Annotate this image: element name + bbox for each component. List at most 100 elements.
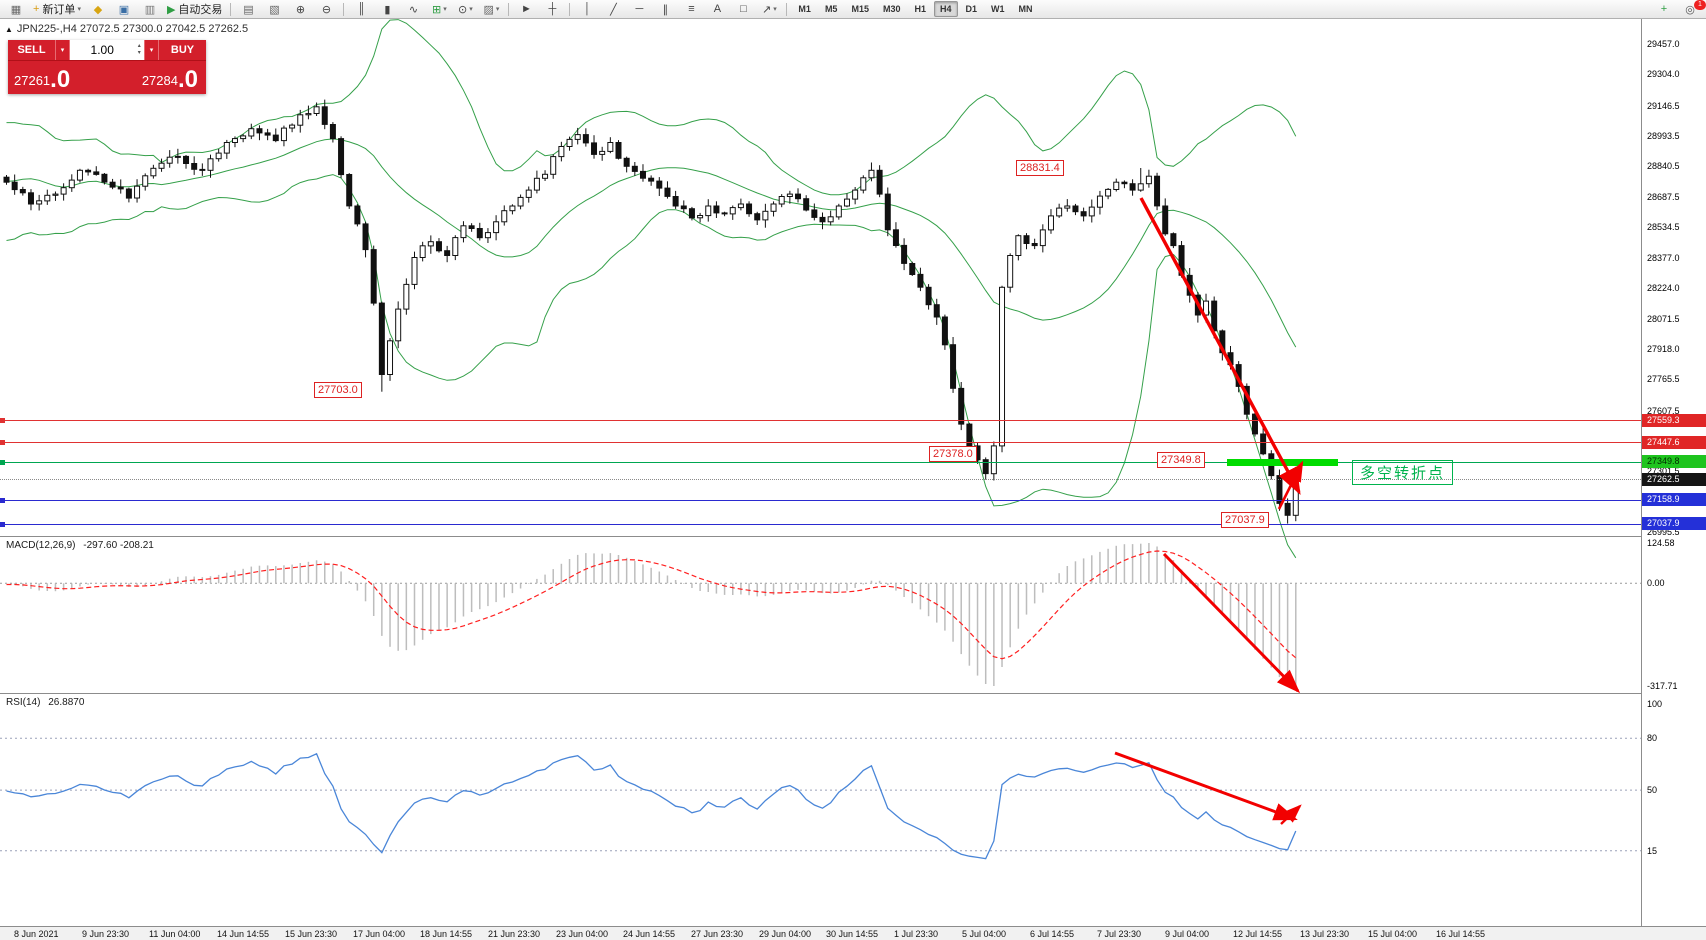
text-label-icon: □ bbox=[740, 3, 747, 15]
time-tick: 1 Jul 23:30 bbox=[894, 929, 939, 939]
crosshair-icon: ┼ bbox=[548, 3, 557, 15]
cursor-icon[interactable]: ► bbox=[514, 0, 538, 19]
timeframe-h4[interactable]: H4 bbox=[934, 1, 958, 17]
vertical-line-icon[interactable]: │ bbox=[575, 0, 599, 19]
new-order-button[interactable]: + 新订单 ▾ bbox=[33, 3, 81, 16]
text-icon[interactable]: A bbox=[705, 0, 729, 19]
time-tick: 13 Jul 23:30 bbox=[1300, 929, 1350, 939]
autotrading-button[interactable]: ▶ 自动交易 bbox=[166, 3, 223, 17]
chart-line-icon[interactable]: ∿ bbox=[401, 0, 425, 19]
accounts-icon[interactable]: ▣ bbox=[112, 0, 136, 19]
chevron-down-icon: ▾ bbox=[469, 6, 473, 13]
price-badge-27262.5: 27262.5 bbox=[1642, 472, 1706, 486]
timeframe-m15[interactable]: M15 bbox=[851, 4, 869, 14]
toolbar-buttons: ▦ + 新订单 ▾ ◆ ▣ ▥ ▶ 自动交易 ▤ ▧ ⊕ ⊖ ║ ▮ ∿ ⊞ ▾ ⊙ ▾ ▨ ▾ ► ┼ │ ╱ ─ ∥ ≡ A □ ↗ ▾ bbox=[3, 0, 791, 19]
price-tick: 29304.0 bbox=[1647, 69, 1680, 80]
indicators-icon[interactable]: ⊞ ▾ bbox=[427, 0, 451, 19]
text-label-icon[interactable]: □ bbox=[731, 0, 755, 19]
horizontal-line-icon[interactable]: ─ bbox=[627, 0, 651, 19]
price-tick: 27918.0 bbox=[1647, 344, 1680, 355]
search-icon[interactable]: ◎ 1 bbox=[1678, 0, 1706, 19]
chevron-down-icon: ▾ bbox=[443, 6, 447, 13]
zoom-out-icon: ⊖ bbox=[321, 3, 332, 16]
time-tick: 5 Jul 04:00 bbox=[962, 929, 1007, 939]
channel-icon[interactable]: ∥ bbox=[653, 0, 677, 19]
timeframe-w1[interactable]: W1 bbox=[991, 4, 1005, 14]
templates-icon[interactable]: ▨ ▾ bbox=[479, 0, 503, 19]
volume-field: ▴ ▾ bbox=[70, 40, 144, 60]
timeframe-d1[interactable]: D1 bbox=[965, 4, 978, 14]
annotation-note[interactable]: 多空转折点 bbox=[1352, 460, 1454, 485]
time-tick: 21 Jun 23:30 bbox=[488, 929, 541, 939]
horizontal-line-icon: ─ bbox=[635, 3, 644, 15]
toolbar-separator bbox=[508, 2, 510, 16]
toolbar-right-buttons: + ◎ 1 bbox=[1651, 0, 1706, 19]
zoom-out-icon[interactable]: ⊖ bbox=[314, 0, 338, 19]
arrows-icon[interactable]: ↗ ▾ bbox=[757, 0, 781, 19]
sell-price[interactable]: 27261.0 bbox=[8, 61, 105, 94]
price-tick: 27765.5 bbox=[1647, 374, 1680, 385]
time-tick: 24 Jun 14:55 bbox=[623, 929, 676, 939]
chart-bars-icon: ║ bbox=[357, 3, 366, 15]
arrows-icon: ↗ bbox=[762, 3, 772, 16]
reports-icon[interactable]: ▥ bbox=[138, 0, 162, 19]
panel-separator-macd[interactable] bbox=[0, 536, 1641, 537]
price-tick: 28071.5 bbox=[1647, 313, 1680, 324]
timeframe-m30[interactable]: M30 bbox=[882, 4, 901, 14]
chart-caption: ▲ JPN225-,H4 27072.5 27300.0 27042.5 2726… bbox=[5, 23, 248, 35]
quotes-icon: ◆ bbox=[93, 3, 103, 16]
buy-price[interactable]: 27284.0 bbox=[105, 61, 206, 94]
price-tick: 29457.0 bbox=[1647, 39, 1680, 49]
toolbar-separator bbox=[786, 2, 788, 16]
time-tick: 18 Jun 14:55 bbox=[420, 929, 473, 939]
price-tick: 29146.5 bbox=[1647, 100, 1680, 111]
timeframe-mn[interactable]: MN bbox=[1018, 4, 1033, 14]
zoom-in-icon: ⊕ bbox=[295, 3, 306, 16]
notification-badge: 1 bbox=[1694, 0, 1706, 10]
buy-button[interactable]: BUY bbox=[159, 40, 206, 60]
volume-down-icon[interactable]: ▾ bbox=[137, 50, 141, 56]
chevron-down-icon: ▾ bbox=[495, 6, 500, 13]
sell-button[interactable]: SELL bbox=[8, 40, 55, 60]
collapse-icon[interactable]: ▲ bbox=[5, 25, 13, 34]
price-tick: 26995.5 bbox=[1647, 527, 1680, 537]
chart-candles-icon[interactable]: ▮ bbox=[375, 0, 399, 19]
chart-bars-icon[interactable]: ║ bbox=[349, 0, 373, 19]
panel-separator-rsi[interactable] bbox=[0, 693, 1641, 694]
add-icon[interactable]: + bbox=[1660, 3, 1668, 15]
time-tick: 23 Jun 04:00 bbox=[556, 929, 609, 939]
zoom-in-icon[interactable]: ⊕ bbox=[288, 0, 312, 19]
new-chart-icon[interactable]: ▧ bbox=[262, 0, 286, 19]
sell-dropdown-icon[interactable]: ▾ bbox=[55, 40, 70, 60]
fibonacci-icon[interactable]: ≡ bbox=[679, 0, 703, 19]
tile-windows-icon: ▤ bbox=[243, 3, 254, 16]
price-badge-27559.3: 27559.3 bbox=[1642, 413, 1706, 427]
timeframe-h1[interactable]: H1 bbox=[914, 4, 926, 14]
buy-dropdown-icon[interactable]: ▾ bbox=[144, 40, 159, 60]
price-tick: 28993.5 bbox=[1647, 130, 1680, 141]
cursor-icon: ► bbox=[520, 3, 532, 15]
price-badge-27037.9: 27037.9 bbox=[1642, 517, 1706, 531]
macd-axis-tick: -317.71 bbox=[1647, 681, 1678, 691]
periods-icon[interactable]: ⊙ ▾ bbox=[453, 0, 477, 19]
price-axis[interactable]: 29457.0 29304.0 29146.5 28993.5 28840.5 28687… bbox=[1641, 19, 1706, 926]
volume-input[interactable] bbox=[70, 41, 135, 59]
price-tick: 28224.0 bbox=[1647, 283, 1680, 294]
sell-price-main: 27261 bbox=[14, 73, 51, 88]
trendline-icon[interactable]: ╱ bbox=[601, 0, 625, 19]
tile-windows-icon[interactable]: ▤ bbox=[236, 0, 260, 19]
quotes-icon[interactable]: ◆ bbox=[86, 0, 110, 19]
time-axis[interactable]: 8 Jun 2021 9 Jun 23:30 11 Jun 04:00 14 Jun … bbox=[0, 926, 1706, 940]
rsi-axis-tick: 80 bbox=[1647, 733, 1658, 744]
time-tick: 9 Jul 04:00 bbox=[1165, 929, 1210, 939]
crosshair-icon[interactable]: ┼ bbox=[540, 0, 564, 19]
volume-up-icon[interactable]: ▴ bbox=[137, 43, 141, 49]
charts-grid-icon[interactable]: ▦ bbox=[4, 0, 28, 19]
volume-spinner: ▴ ▾ bbox=[134, 43, 144, 57]
timeframe-m1[interactable]: M1 bbox=[798, 4, 811, 14]
timeframe-m5[interactable]: M5 bbox=[824, 4, 838, 14]
vertical-line-icon: │ bbox=[583, 3, 591, 15]
rsi-name: RSI(14) bbox=[6, 697, 41, 708]
charts-grid-icon: ▦ bbox=[10, 3, 22, 16]
time-tick: 16 Jul 14:55 bbox=[1436, 929, 1486, 939]
